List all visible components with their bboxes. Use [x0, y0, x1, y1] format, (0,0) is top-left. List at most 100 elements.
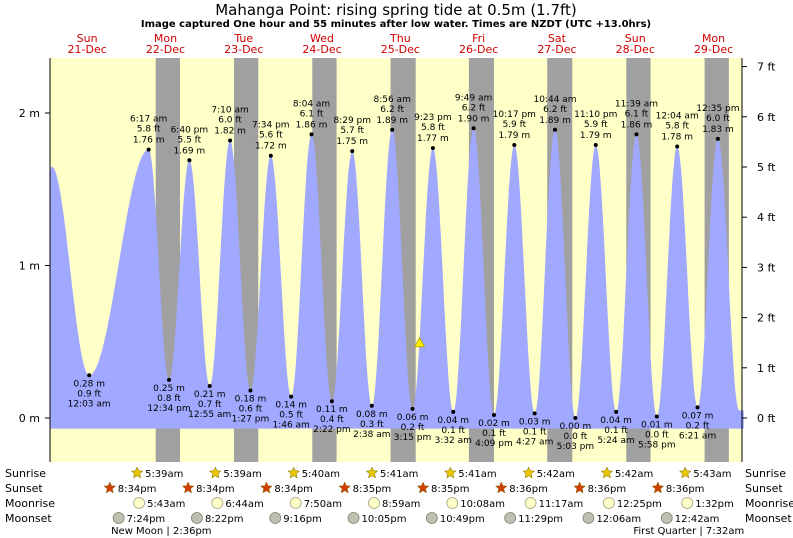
low-tide-time: 4:27 am [516, 437, 553, 447]
day-date-label: 23-Dec [224, 43, 263, 56]
low-tide-feet: 0.1 ft [604, 426, 628, 436]
moonrise-time: 5:43am [147, 499, 185, 510]
sunrise-icon [287, 466, 301, 479]
sunset-time: 8:36pm [588, 484, 627, 495]
high-tide-time: 10:44 am [533, 95, 576, 105]
low-tide-time: 1:46 am [272, 421, 309, 431]
day-date-label: 22-Dec [146, 43, 185, 56]
low-tide-time: 5:03 pm [557, 442, 595, 452]
low-tide-time: 2:22 pm [313, 425, 351, 435]
sun-moon-table: Sunrise Sunrise Sunset Sunset Moonrise Moonri… [5, 466, 793, 537]
tide-extreme-point [146, 147, 151, 152]
high-tide-meters: 1.78 m [661, 133, 693, 143]
high-tide-time: 6:40 pm [171, 125, 209, 135]
moonrise-icon [211, 497, 224, 509]
sunrise-icon [209, 466, 222, 479]
tide-extreme-point [593, 143, 598, 148]
low-tide-time: 12:34 pm [147, 404, 190, 414]
right-axis-tick-label: 7 ft [757, 61, 776, 74]
sunrise-time: 5:42am [537, 469, 575, 480]
moonset-time: 12:06am [596, 514, 641, 525]
moonrise-time: 11:17am [539, 499, 584, 510]
high-tide-time: 9:49 am [455, 93, 492, 103]
low-tide-meters: 0.07 m [682, 411, 714, 421]
moonrise-time: 1:32pm [695, 499, 734, 510]
moonrise-icon [524, 497, 537, 509]
current-level-icon [413, 336, 426, 348]
sunset-icon [494, 481, 508, 494]
high-tide-feet: 6.1 ft [625, 109, 649, 119]
sunrise-time: 5:41am [380, 469, 418, 480]
tide-extreme-point [228, 138, 233, 143]
tide-extreme-point [715, 136, 720, 141]
low-tide-time: 5:24 am [597, 436, 634, 446]
sunset-time: 8:35pm [431, 484, 470, 495]
high-tide-meters: 1.77 m [417, 134, 449, 144]
high-tide-feet: 5.9 ft [584, 120, 608, 130]
low-tide-feet: 0.2 ft [401, 423, 425, 433]
tide-extreme-point [573, 416, 578, 420]
moonrise-time: 10:08am [460, 499, 505, 510]
low-tide-feet: 0.3 ft [360, 420, 384, 430]
low-tide-meters: 0.06 m [397, 413, 429, 423]
sunrise-time: 5:43am [693, 469, 731, 480]
tide-extreme-point [87, 373, 92, 378]
tide-extreme-point [654, 414, 659, 419]
sunset-icon [260, 481, 273, 494]
high-tide-feet: 6.2 ft [380, 105, 404, 115]
low-tide-time: 3:32 am [435, 436, 472, 446]
moonrise-icon [368, 497, 380, 509]
moonset-time: 10:05pm [362, 514, 407, 525]
tide-extreme-point [675, 144, 680, 149]
day-date-label: 28-Dec [616, 43, 655, 56]
low-tide-feet: 0.1 ft [482, 429, 506, 439]
day-name-label: Mon [702, 32, 725, 45]
low-tide-meters: 0.01 m [641, 420, 673, 430]
axes: 0 m 1 m 2 m 0 ft 1 ft 2 ft 3 ft 4 ft 5 ft 6 ft 7 f… [19, 58, 776, 462]
current-level-marker [413, 336, 426, 348]
high-tide-time: 8:04 am [293, 99, 330, 109]
sunset-time: 8:34pm [274, 484, 313, 495]
tide-extreme-point [350, 149, 355, 154]
day-date-label: 24-Dec [302, 43, 341, 56]
high-tide-meters: 1.79 m [580, 131, 612, 141]
high-tide-time: 7:10 am [211, 105, 248, 115]
tide-extreme-point [369, 403, 374, 408]
moonrise-row-label-right: Moonrise [745, 497, 793, 510]
high-tide-meters: 1.76 m [133, 136, 165, 146]
sunset-time: 8:34pm [118, 484, 157, 495]
high-tide-time: 7:34 pm [252, 121, 290, 131]
high-tide-time: 6:17 am [130, 115, 167, 125]
sunrise-time: 5:41am [458, 469, 496, 480]
high-tide-meters: 1.72 m [255, 142, 287, 152]
moonset-icon [582, 512, 595, 524]
chart-title: Mahanga Point: rising spring tide at 0.5… [215, 1, 577, 19]
day-name-label: Sun [625, 32, 646, 45]
tide-extreme-point [695, 405, 700, 410]
tide-extreme-point [634, 132, 639, 137]
moonrise-time: 12:25pm [617, 499, 662, 510]
day-date-label: 25-Dec [381, 43, 420, 56]
high-tide-feet: 5.5 ft [178, 135, 202, 145]
sunset-icon [338, 481, 352, 494]
day-name-label: Mon [154, 32, 177, 45]
day-date-label: 26-Dec [459, 43, 498, 56]
high-tide-meters: 1.83 m [702, 125, 734, 135]
moonset-row-label-right: Moonset [745, 512, 792, 525]
high-tide-time: 11:10 pm [574, 110, 617, 120]
sunrise-icon [522, 466, 535, 479]
right-axis-tick-label: 0 ft [757, 412, 776, 425]
high-tide-time: 10:17 pm [493, 110, 536, 120]
high-tide-meters: 1.82 m [214, 126, 246, 136]
day-labels: Sun21-DecMon22-DecTue23-DecWed24-DecThu2… [68, 32, 734, 56]
low-tide-feet: 0.1 ft [441, 426, 465, 436]
tide-extreme-point [471, 126, 476, 131]
low-tide-time: 2:38 am [353, 430, 390, 440]
sunset-row-label-left: Sunset [5, 482, 43, 495]
moonrise-icon [602, 497, 615, 509]
high-tide-feet: 6.2 ft [462, 103, 486, 113]
high-tide-feet: 5.8 ft [421, 123, 445, 133]
sunrise-row-label-right: Sunrise [745, 467, 786, 480]
low-tide-meters: 0.25 m [153, 384, 185, 394]
tide-extreme-point [268, 153, 273, 158]
